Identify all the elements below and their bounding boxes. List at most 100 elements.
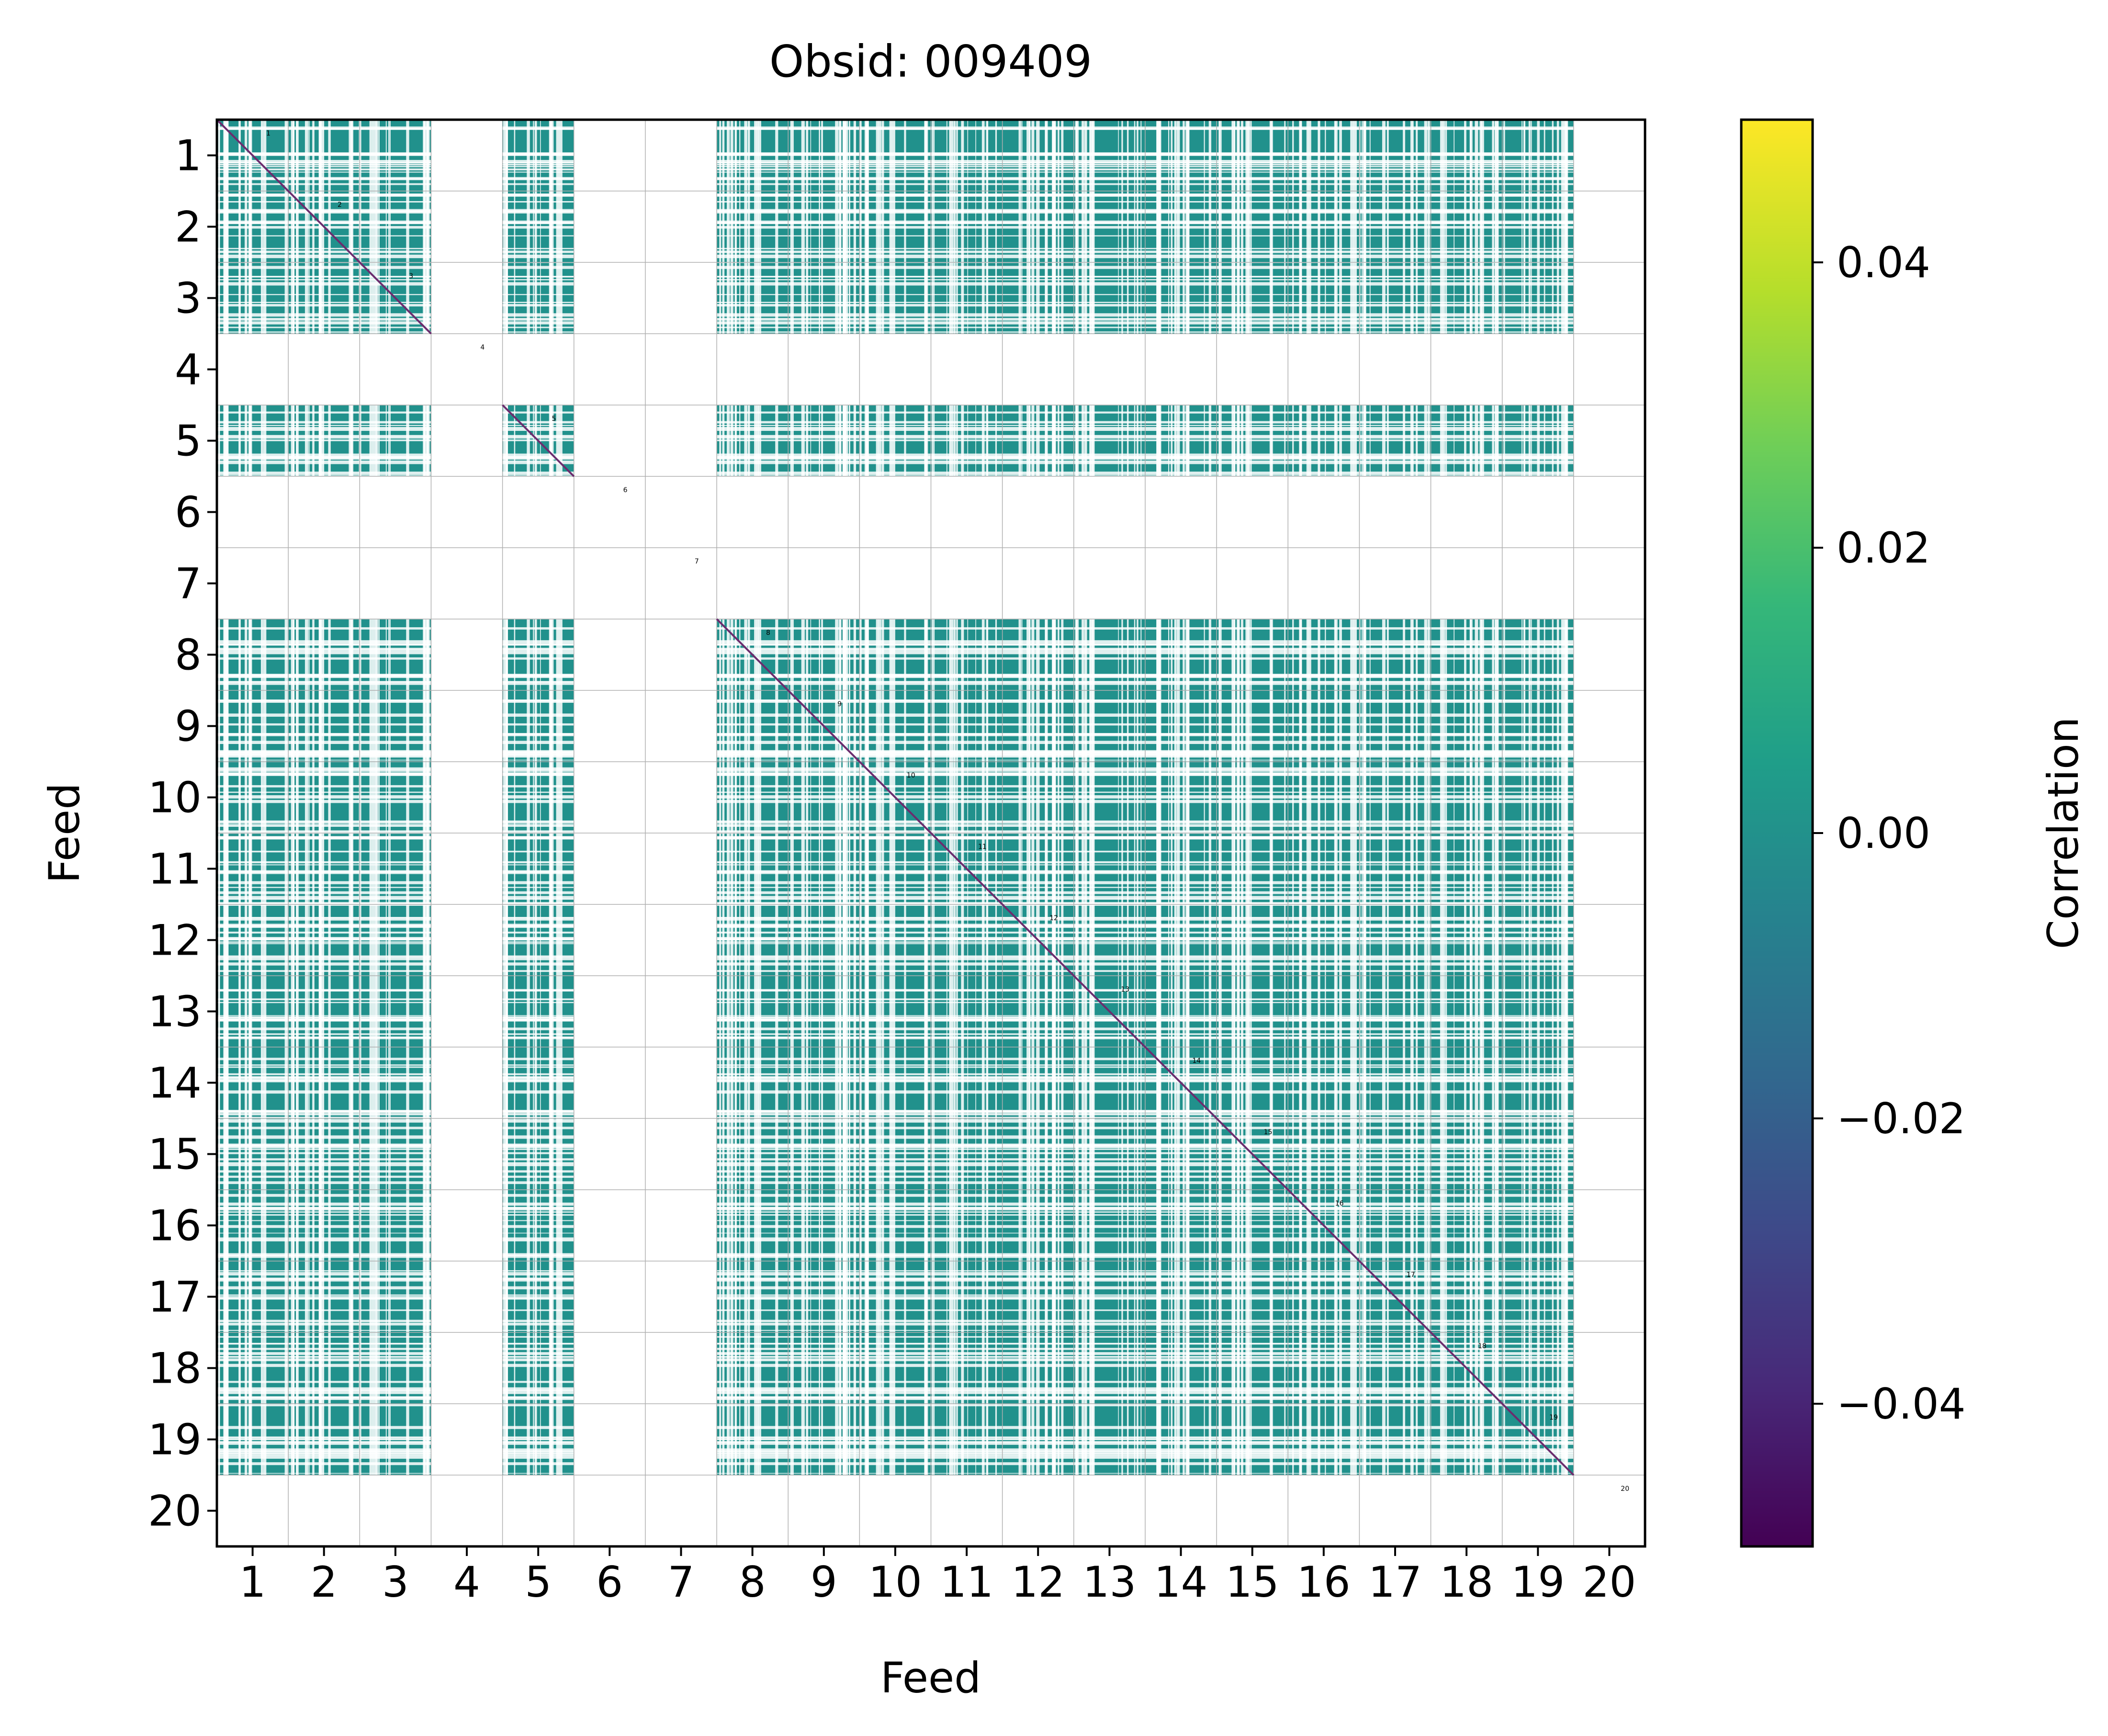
x-tick-label-1: 1 bbox=[239, 1557, 266, 1607]
x-tick-label-4: 4 bbox=[453, 1557, 480, 1607]
block-label-19: 19 bbox=[1549, 1414, 1558, 1421]
diagonal-segment-13 bbox=[1073, 975, 1146, 1048]
x-tick-label-3: 3 bbox=[382, 1557, 409, 1607]
y-tick-label-12: 12 bbox=[148, 916, 202, 965]
diagonal-segment-10 bbox=[858, 761, 932, 834]
diagonal-segment-12 bbox=[1002, 903, 1075, 977]
block-label-2: 2 bbox=[338, 201, 342, 209]
heatmap-cell-13-1 bbox=[217, 976, 289, 1048]
y-tick-label-8: 8 bbox=[175, 631, 202, 680]
block-label-1: 1 bbox=[266, 130, 271, 137]
y-tick-label-19: 19 bbox=[148, 1415, 202, 1465]
x-tick-label-5: 5 bbox=[525, 1557, 552, 1607]
y-tick-label-5: 5 bbox=[175, 417, 202, 466]
diagonal-segment-18 bbox=[1430, 1331, 1503, 1405]
diagonal-segment-14 bbox=[1144, 1046, 1217, 1119]
heatmap-cell-8-1 bbox=[217, 619, 289, 691]
diagonal-segment-2 bbox=[287, 190, 361, 263]
heatmap-cell-8-10 bbox=[859, 619, 932, 691]
heatmap-cell-8-17 bbox=[1359, 619, 1432, 691]
heatmap-cell-13-17 bbox=[1359, 976, 1432, 1048]
colorbar-ticks: −0.04 −0.02 0.00 0.02 0.04 bbox=[1813, 238, 1966, 1429]
block-label-9: 9 bbox=[837, 700, 842, 708]
x-tick-label-15: 15 bbox=[1226, 1557, 1279, 1607]
chart-title: Obsid: 009409 bbox=[769, 36, 1092, 87]
y-tick-label-3: 3 bbox=[175, 274, 202, 323]
x-tick-label-11: 11 bbox=[940, 1557, 993, 1607]
diagonal-segment-9 bbox=[787, 689, 860, 763]
colorbar-tick-label-0: −0.04 bbox=[1837, 1379, 1966, 1429]
diagonal-segment-3 bbox=[359, 261, 432, 335]
y-tick-label-20: 20 bbox=[148, 1487, 202, 1536]
block-label-5: 5 bbox=[552, 415, 556, 423]
heatmap-cell-8-14 bbox=[1145, 619, 1217, 691]
y-tick-label-15: 15 bbox=[148, 1130, 202, 1179]
y-tick-label-6: 6 bbox=[175, 488, 202, 537]
colorbar-tick-label-3: 0.02 bbox=[1837, 523, 1930, 573]
colorbar-tick-label-4: 0.04 bbox=[1837, 238, 1930, 287]
diagonal-segment-8 bbox=[716, 618, 789, 691]
heatmap-cell-8-5 bbox=[502, 619, 575, 691]
heatmap-cell-15-17 bbox=[1359, 1118, 1432, 1190]
y-tick-label-4: 4 bbox=[175, 345, 202, 395]
y-tick-label-7: 7 bbox=[175, 559, 202, 609]
y-tick-label-1: 1 bbox=[175, 131, 202, 180]
x-tick-label-7: 7 bbox=[668, 1557, 695, 1607]
block-label-10: 10 bbox=[907, 772, 915, 779]
x-tick-label-6: 6 bbox=[596, 1557, 623, 1607]
block-label-11: 11 bbox=[978, 843, 987, 851]
x-axis-label: Feed bbox=[880, 1653, 981, 1702]
diagonal-segment-19 bbox=[1501, 1403, 1575, 1476]
x-tick-label-16: 16 bbox=[1297, 1557, 1351, 1607]
diagonal-segment-17 bbox=[1358, 1260, 1432, 1333]
diagonal-segment-5 bbox=[502, 404, 575, 477]
diagonal-segment-1 bbox=[217, 120, 289, 192]
y-tick-label-11: 11 bbox=[148, 845, 202, 894]
x-tick-label-12: 12 bbox=[1011, 1557, 1065, 1607]
heatmap-cell-13-15 bbox=[1217, 976, 1288, 1048]
block-label-20: 20 bbox=[1621, 1485, 1629, 1493]
x-tick-label-2: 2 bbox=[311, 1557, 338, 1607]
block-label-7: 7 bbox=[695, 558, 699, 565]
heatmap-cell-13-10 bbox=[859, 976, 932, 1048]
x-tick-label-8: 8 bbox=[739, 1557, 766, 1607]
colorbar-tick-label-1: −0.02 bbox=[1837, 1094, 1966, 1143]
y-tick-label-2: 2 bbox=[175, 203, 202, 252]
y-tick-label-16: 16 bbox=[148, 1201, 202, 1251]
x-axis-ticks: 1 2 3 4 5 6 7 8 9 10 11 12 13 14 15 16 17 18 19 20 bbox=[239, 1546, 1636, 1607]
block-label-8: 8 bbox=[766, 629, 770, 637]
y-tick-label-13: 13 bbox=[148, 987, 202, 1037]
diagonal-segment-15 bbox=[1216, 1117, 1289, 1191]
y-tick-label-14: 14 bbox=[148, 1059, 202, 1108]
block-label-15: 15 bbox=[1264, 1128, 1273, 1136]
heatmap-cell-8-16 bbox=[1288, 619, 1360, 691]
colorbar-label: Correlation bbox=[2039, 717, 2088, 949]
block-label-14: 14 bbox=[1192, 1057, 1201, 1065]
diagonal-segment-11 bbox=[930, 832, 1003, 905]
colorbar bbox=[1740, 118, 1814, 1548]
heatmap-cell-8-15 bbox=[1217, 619, 1288, 691]
heatmap-cell-15-11 bbox=[931, 1118, 1003, 1190]
x-tick-label-17: 17 bbox=[1368, 1557, 1422, 1607]
plot-frame bbox=[215, 118, 1646, 1548]
block-label-12: 12 bbox=[1049, 914, 1058, 922]
heatmap-cell-15-1 bbox=[217, 1118, 289, 1190]
y-tick-label-9: 9 bbox=[175, 702, 202, 751]
diagonal-segment-16 bbox=[1287, 1189, 1360, 1262]
x-tick-label-9: 9 bbox=[811, 1557, 837, 1607]
block-label-17: 17 bbox=[1407, 1271, 1415, 1279]
colorbar-tick-label-2: 0.00 bbox=[1837, 809, 1930, 858]
y-axis-label: Feed bbox=[40, 783, 89, 883]
block-label-3: 3 bbox=[409, 272, 413, 280]
heatmap-cell-8-11 bbox=[931, 619, 1003, 691]
block-label-16: 16 bbox=[1335, 1200, 1344, 1207]
x-tick-label-13: 13 bbox=[1082, 1557, 1136, 1607]
x-tick-label-10: 10 bbox=[868, 1557, 922, 1607]
heatmap-cell-15-10 bbox=[859, 1118, 932, 1190]
y-tick-label-17: 17 bbox=[148, 1273, 202, 1322]
x-tick-label-18: 18 bbox=[1440, 1557, 1493, 1607]
